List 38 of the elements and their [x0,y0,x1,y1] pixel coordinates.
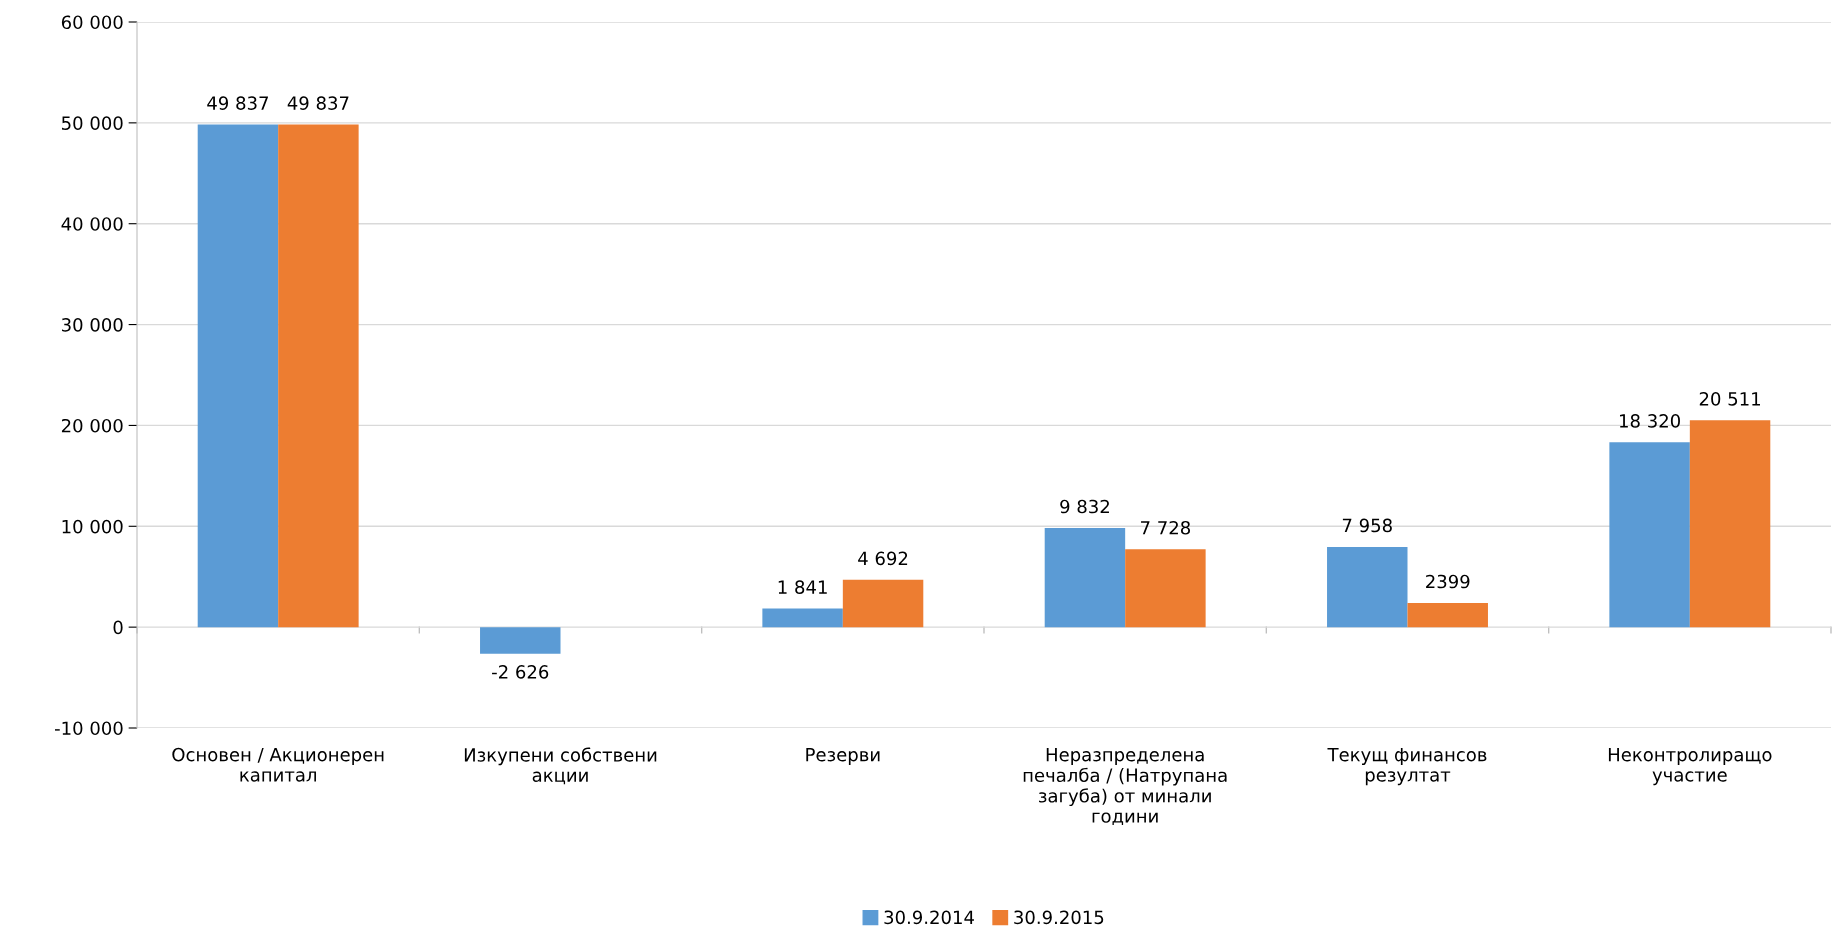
data-label: 2399 [1426,574,1470,589]
bar [197,124,279,628]
data-label: 9 832 [1060,499,1109,514]
x-tick-label: Резерви [806,748,880,765]
data-label: 20 511 [1699,392,1760,406]
data-label: -2 626 [492,665,549,679]
bar [1407,602,1488,628]
y-tick-label: 10 000 [62,519,123,534]
bar [1689,420,1771,628]
bar [1125,549,1206,628]
data-label: 49 837 [287,96,349,110]
bar [1609,442,1690,628]
bar [842,579,924,628]
y-tick-label: -10 000 [55,721,123,736]
bar [1044,527,1126,628]
legend-label: 30.9.2014 [884,910,974,925]
y-tick-label: 50 000 [62,116,123,130]
data-label: 18 320 [1620,414,1680,428]
x-tick-label: Неконтролиращо участие [1608,748,1772,786]
data-label: 4 692 [858,551,908,566]
data-label: 1 841 [778,580,827,594]
y-tick-label: 40 000 [61,217,123,231]
data-label: 49 837 [207,96,268,110]
x-tick-label: Основен / Акционерен капитал [172,747,384,782]
y-tick-label: 30 000 [62,318,123,332]
x-tick-label: Неразпределена печалба / (Натрупана загуба) от минали години [1023,748,1227,826]
data-label: 7 728 [1141,520,1191,535]
bar [480,627,561,654]
y-tick-label: 60 000 [61,15,123,30]
x-tick-label: Изкупени собствени акции [464,747,657,785]
data-label: 7 958 [1342,518,1392,533]
x-tick-label: Текущ финансов резултат [1327,748,1487,786]
bar [762,608,843,628]
legend-label: 30.9.2015 [1014,910,1104,925]
y-tick-label: 0 [113,620,123,635]
bar [278,124,359,628]
y-tick-label: 20 000 [61,418,123,433]
bar [1327,546,1408,628]
